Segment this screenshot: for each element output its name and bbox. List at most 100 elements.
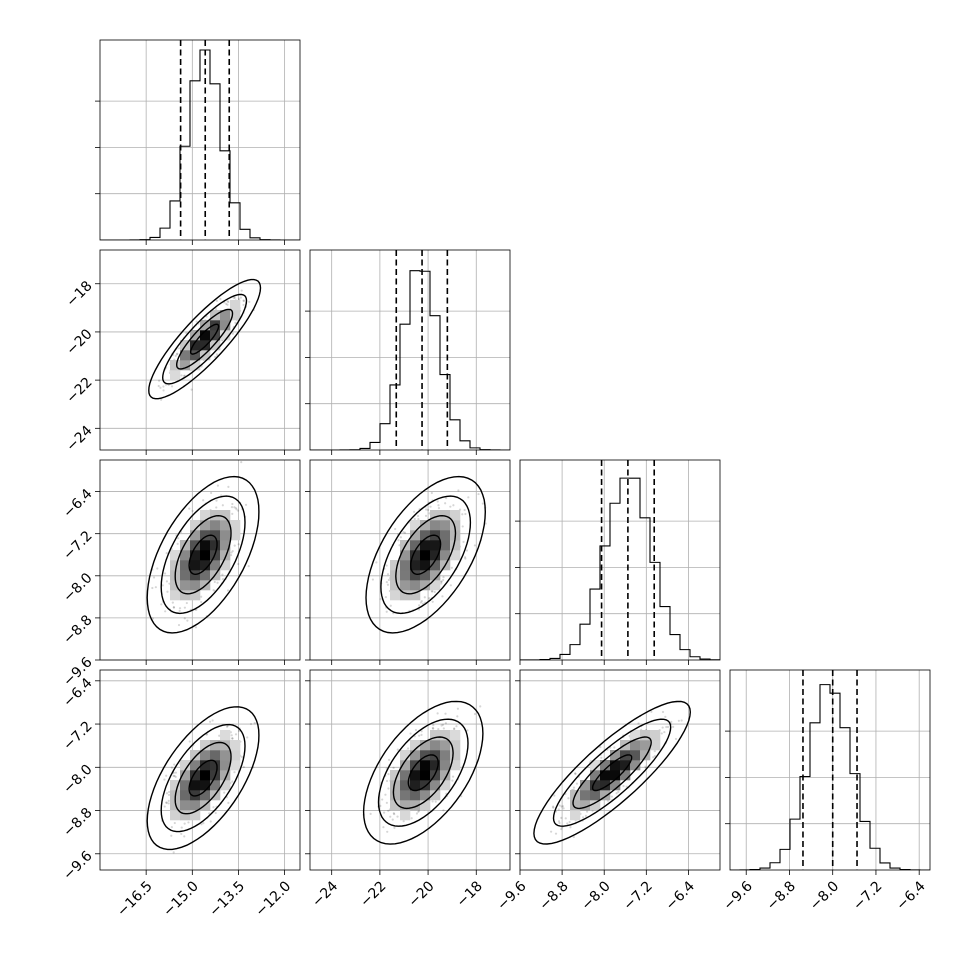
scatter-point [442, 727, 445, 730]
scatter-point [237, 729, 241, 733]
scatter-point [160, 398, 163, 401]
scatter-point [163, 805, 166, 808]
scatter-point [172, 851, 175, 854]
x-tick-label: −7.2 [621, 878, 656, 913]
density-cell [210, 740, 221, 751]
scatter-point [473, 544, 476, 547]
scatter-point [226, 303, 229, 306]
density-cell [410, 520, 421, 531]
scatter-point [213, 580, 216, 584]
scatter-point [183, 822, 186, 825]
density-cell [220, 320, 231, 331]
density-cell [180, 360, 191, 371]
scatter-point [429, 505, 432, 508]
x-tick-label: −8.8 [764, 878, 799, 913]
density-cell [420, 560, 431, 571]
density-cell [230, 760, 241, 771]
scatter-point [253, 722, 256, 725]
density-cell [190, 760, 201, 771]
density-cell [410, 790, 421, 801]
contour-level [533, 700, 692, 845]
scatter-point [430, 491, 433, 495]
scatter-point [551, 805, 555, 808]
scatter-point [672, 725, 675, 729]
scatter-point [227, 300, 230, 304]
density-cell [450, 740, 461, 751]
contour-level [174, 514, 232, 595]
x-tick-label: −8.8 [536, 878, 571, 913]
density-cell [400, 800, 411, 811]
scatter-point [445, 496, 448, 500]
scatter-point [232, 296, 235, 299]
scatter-point [160, 603, 163, 606]
density-cell [450, 550, 461, 561]
density-cell [390, 770, 401, 781]
scatter-point [409, 732, 412, 735]
scatter-point [428, 597, 431, 600]
panel-frame [309, 249, 511, 451]
scatter-point [231, 550, 234, 553]
scatter-point [610, 795, 613, 798]
scatter-point [387, 772, 390, 776]
density-cell [190, 530, 201, 541]
density-cell [210, 560, 221, 571]
scatter-point [209, 720, 212, 723]
x-tick-label: −9.6 [720, 878, 755, 913]
scatter-point [653, 754, 657, 758]
scatter-point [441, 595, 444, 598]
density-cell [200, 550, 211, 561]
density-cell [410, 800, 421, 811]
density-cell [430, 550, 441, 561]
panel-row1-col1 [95, 39, 301, 245]
x-tick-label: −15.0 [160, 878, 202, 920]
scatter-point [384, 596, 387, 599]
density-cell [190, 810, 201, 821]
scatter-point [200, 595, 203, 598]
density-cell [200, 750, 211, 761]
density-cell [410, 590, 421, 601]
scatter-point [384, 793, 387, 796]
scatter-point [177, 623, 181, 627]
contour-level [161, 293, 248, 385]
panel-row4-col3 [515, 669, 721, 875]
scatter-point [402, 531, 405, 534]
scatter-point [397, 539, 400, 542]
density-cell [390, 790, 401, 801]
scatter-point [226, 300, 229, 303]
panel-frame [99, 249, 301, 451]
scatter-point [237, 297, 241, 300]
panel-frame [99, 669, 301, 871]
scatter-point [424, 514, 428, 517]
scatter-point [431, 800, 434, 803]
scatter-point [661, 726, 664, 729]
scatter-point [549, 830, 553, 833]
density-cell [440, 740, 451, 751]
density-cell [420, 540, 431, 551]
scatter-point [235, 508, 238, 511]
density-cell [230, 740, 241, 751]
scatter-point [233, 544, 236, 547]
x-tick-label: −9.6 [494, 878, 529, 913]
scatter-point [237, 543, 240, 546]
scatter-point [560, 805, 563, 808]
scatter-point [437, 727, 440, 731]
scatter-point [152, 576, 156, 579]
scatter-point [231, 737, 234, 740]
density-cell [190, 520, 201, 531]
density-cell [580, 780, 591, 791]
density-cell [230, 750, 241, 761]
density-cell [180, 780, 191, 791]
x-tick-label: −7.2 [850, 878, 885, 913]
density-cell [190, 580, 201, 591]
scatter-point [387, 809, 390, 812]
panel-row4-col4 [725, 669, 931, 875]
contour-level [146, 706, 260, 851]
scatter-point [165, 580, 169, 583]
density-cell [230, 520, 241, 531]
density-cell [210, 520, 221, 531]
contour-level [362, 700, 484, 845]
density-cell [640, 730, 651, 741]
density-cell [180, 590, 191, 601]
scatter-point [385, 801, 388, 804]
scatter-point [451, 775, 455, 778]
